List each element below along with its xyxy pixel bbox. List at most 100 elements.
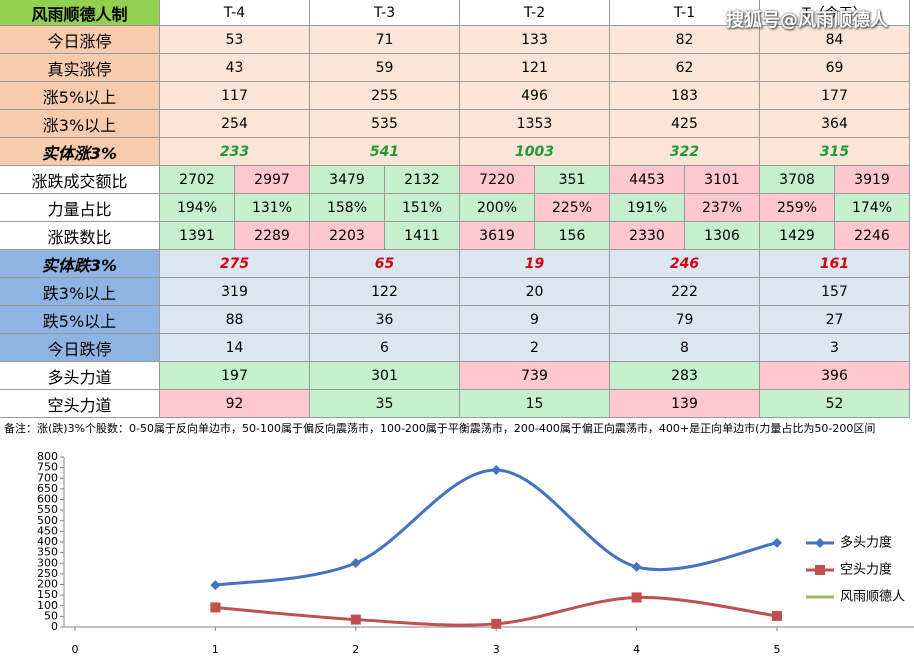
cell: 301 [310,362,460,390]
row-label: 多头力道 [0,362,160,390]
cell: 222 [610,278,760,306]
x-tick-label: 5 [774,643,781,656]
split-cell: 3101 [685,166,760,194]
cell: 3 [760,334,910,362]
cell: 233 [160,138,310,166]
cell: 254 [160,110,310,138]
row-label: 涨跌数比 [0,222,160,250]
row-label: 实体跌3% [0,250,160,278]
split-cell: 225% [535,194,610,222]
split-cell: 2997 [235,166,310,194]
split-cell: 2289 [235,222,310,250]
split-cell: 3919 [835,166,910,194]
cell: 319 [160,278,310,306]
cell: 92 [160,390,310,418]
cell: 65 [310,250,460,278]
x-tick-label: 1 [212,643,219,656]
cell: 52 [760,390,910,418]
row-label: 实体涨3% [0,138,160,166]
cell: 20 [460,278,610,306]
point [350,558,361,569]
cell: 82 [610,26,760,54]
cell: 14 [160,334,310,362]
cell: 71 [310,26,460,54]
cell: 535 [310,110,460,138]
y-tick-label: 350 [37,546,58,559]
cell: 364 [760,110,910,138]
split-cell: 1429 [760,222,835,250]
y-tick-label: 800 [37,450,58,463]
cell: 79 [610,306,760,334]
split-cell: 151% [385,194,460,222]
watermark: 搜狐号@风雨顺德人 [726,10,888,31]
row-label: 空头力道 [0,390,160,418]
split-cell: 1306 [685,222,760,250]
cell: 246 [610,250,760,278]
point [350,614,361,625]
cell: 122 [310,278,460,306]
point [772,610,782,621]
cell: 15 [460,390,610,418]
split-cell: 259% [760,194,835,222]
legend-marker [815,565,825,575]
x-tick-label: 3 [493,643,500,656]
row-label: 涨跌成交额比 [0,166,160,194]
legend-label: 多头力度 [840,535,892,551]
cell: 739 [460,362,610,390]
cell: 59 [310,54,460,82]
cell: 133 [460,26,610,54]
x-tick-label: 0 [72,643,79,656]
x-tick-label: 4 [633,643,640,656]
cell: 19 [460,250,610,278]
split-cell: 3619 [460,222,535,250]
cell: 283 [610,362,760,390]
cell: 396 [760,362,910,390]
header-cell: T-3 [310,0,460,26]
point [631,561,642,572]
y-tick-label: 250 [37,567,58,580]
y-tick-label: 300 [37,556,58,569]
cell: 161 [760,250,910,278]
split-cell: 2330 [610,222,685,250]
cell: 275 [160,250,310,278]
header-cell: 风雨顺德人制 [0,0,160,26]
cell: 88 [160,306,310,334]
row-label: 真实涨停 [0,54,160,82]
y-tick-label: 150 [37,588,58,601]
cell: 84 [760,26,910,54]
series-line [215,468,778,587]
point [491,464,502,475]
y-tick-label: 450 [37,524,58,537]
cell: 541 [310,138,460,166]
cell: 6 [310,334,460,362]
split-cell: 158% [310,194,385,222]
y-tick-label: 500 [37,514,58,527]
split-cell: 7220 [460,166,535,194]
cell: 121 [460,54,610,82]
chart: 0501001502002503003504004505005506006507… [37,450,914,656]
cell: 9 [460,306,610,334]
cell: 322 [610,138,760,166]
legend-label: 空头力度 [840,562,892,578]
cell: 27 [760,306,910,334]
cell: 53 [160,26,310,54]
header-cell: T（今天） [760,0,910,26]
y-tick-label: 100 [37,599,58,612]
cell: 117 [160,82,310,110]
cell: 69 [760,54,910,82]
cell: 8 [610,334,760,362]
cell: 425 [610,110,760,138]
cell: 255 [310,82,460,110]
y-tick-label: 50 [44,609,58,622]
point [772,537,782,548]
legend-label: 风雨顺德人 [840,590,905,605]
cell: 1003 [460,138,610,166]
y-tick-label: 400 [37,535,58,548]
note: 备注：涨(跌)3%个股数：0-50属于反向单边市，50-100属于偏反向震荡市，… [4,422,876,435]
row-label: 跌3%以上 [0,278,160,306]
split-cell: 156 [535,222,610,250]
point [210,580,221,591]
split-cell: 351 [535,166,610,194]
y-tick-label: 600 [37,493,58,506]
